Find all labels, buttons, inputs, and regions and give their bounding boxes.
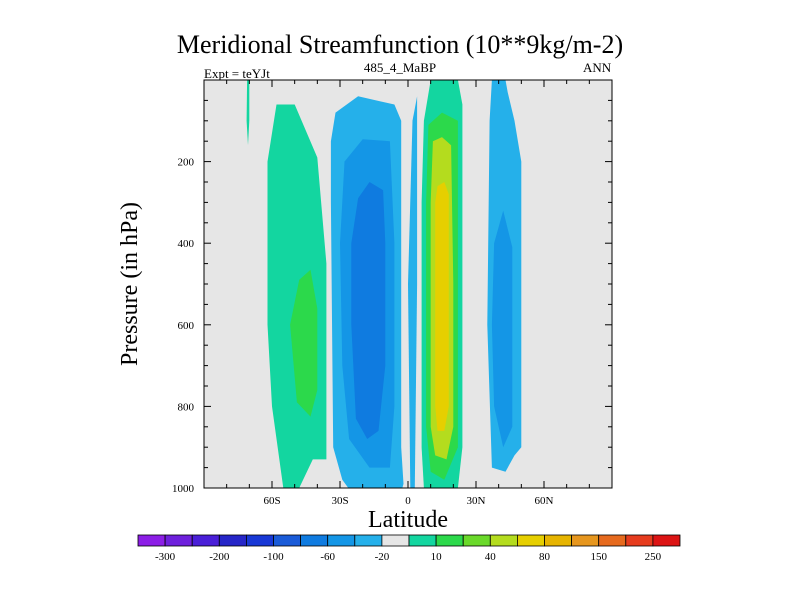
y-tick-label: 1000 — [172, 483, 195, 495]
colorbar-swatch — [435, 534, 464, 547]
colorbar-swatch — [245, 534, 274, 547]
y-tick-label: 400 — [178, 238, 195, 250]
colorbar-swatch — [408, 534, 437, 547]
y-axis-title: Pressure (in hPa) — [117, 202, 143, 366]
colorbar-label: -200 — [209, 551, 230, 563]
colorbar-swatch — [327, 534, 356, 547]
contour-region-nh-positive-cell-core — [435, 182, 449, 431]
colorbar-swatch — [137, 534, 166, 547]
colorbar: -300 -200 -100 -60 -20 10 40 80 150 250 — [137, 534, 681, 563]
colorbar-swatch — [489, 534, 518, 547]
colorbar-label: -100 — [263, 551, 284, 563]
colorbar-swatch — [544, 534, 573, 547]
colorbar-swatch — [218, 534, 247, 547]
colorbar-swatch — [381, 534, 410, 547]
colorbar-swatch — [191, 534, 220, 547]
contour-region-sh-negative-cell-core — [351, 182, 386, 439]
colorbar-swatch — [598, 534, 627, 547]
chart-title: Meridional Streamfunction (10**9kg/m-2) — [176, 30, 624, 59]
colorbar-label: 250 — [645, 551, 662, 563]
colorbar-swatch — [354, 534, 383, 547]
x-tick-label: 30S — [331, 495, 348, 507]
contour-fill-layer — [246, 80, 522, 488]
x-tick-label: 60N — [535, 495, 554, 507]
y-tick-label: 800 — [178, 401, 195, 413]
colorbar-label: 80 — [539, 551, 551, 563]
colorbar-swatch — [517, 534, 545, 547]
x-axis-title: Latitude — [368, 507, 448, 533]
contour-region-sh-positive-cell-core — [290, 269, 318, 417]
experiment-label: Expt = teYJt — [204, 66, 270, 81]
period-label: 485_4_MaBP — [363, 60, 437, 75]
colorbar-swatch — [571, 534, 600, 547]
contour-region-equatorial-negative-strip — [408, 96, 418, 488]
x-tick-label: 0 — [405, 495, 411, 507]
y-tick-label: 200 — [178, 157, 195, 169]
season-label: ANN — [583, 60, 612, 75]
colorbar-swatch — [300, 534, 329, 547]
colorbar-label: -20 — [375, 551, 390, 563]
colorbar-swatch — [652, 534, 681, 547]
y-tick-label: 600 — [178, 320, 195, 332]
contour-region-sh-polar-positive-sliver — [246, 80, 250, 146]
colorbar-label: 40 — [485, 551, 497, 563]
colorbar-swatch — [273, 534, 302, 547]
colorbar-label: -300 — [155, 551, 176, 563]
colorbar-label: 150 — [590, 551, 607, 563]
x-tick-label: 60S — [263, 495, 280, 507]
colorbar-label: -60 — [320, 551, 335, 563]
colorbar-swatch — [164, 534, 193, 547]
x-tick-label: 30N — [467, 495, 486, 507]
colorbar-label: 10 — [431, 551, 443, 563]
colorbar-swatch — [462, 534, 491, 547]
axis-layer: 60S 30S 0 30N 60N 200 400 600 800 1000 — [172, 80, 612, 507]
contour-region-nh-negative-cell-core — [491, 210, 513, 448]
colorbar-swatch — [625, 534, 654, 547]
